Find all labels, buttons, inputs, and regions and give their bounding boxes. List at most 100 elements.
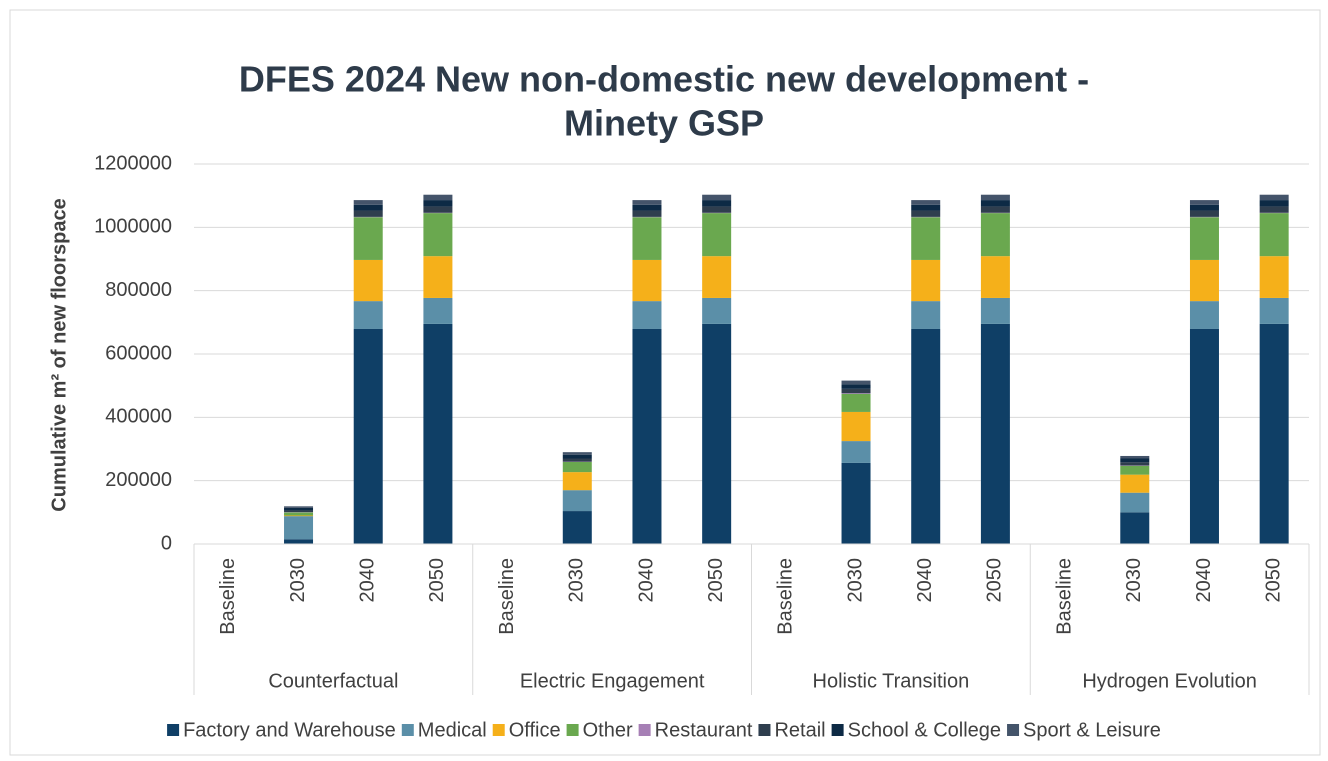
bar-segment xyxy=(841,380,871,385)
bar-segment xyxy=(702,213,732,257)
bar-segment xyxy=(980,194,1010,201)
group-label: Hydrogen Evolution xyxy=(1082,670,1257,692)
bar-segment xyxy=(1120,458,1150,463)
x-tick-label: 2050 xyxy=(1262,558,1284,603)
bar-segment xyxy=(632,259,662,302)
bar-segment xyxy=(1120,512,1150,544)
bar-segment xyxy=(423,200,453,207)
bar-segment xyxy=(980,213,1010,257)
legend-marker xyxy=(758,724,771,736)
bar-segment xyxy=(562,458,592,462)
y-axis-label: Cumulative m² of new floorspace xyxy=(48,198,70,511)
bar-segment xyxy=(632,210,662,217)
bar-segment xyxy=(632,301,662,329)
bar-segment xyxy=(911,200,941,205)
chart-subtitle: Minety GSP xyxy=(564,103,764,144)
bar-segment xyxy=(1189,204,1219,211)
bar-segment xyxy=(1259,297,1289,324)
chart-border xyxy=(9,9,1321,756)
bar-segment xyxy=(353,328,383,544)
legend-label: Restaurant xyxy=(655,719,753,741)
x-tick-label: 2050 xyxy=(705,558,727,603)
legend-marker xyxy=(401,724,414,736)
legend-label: Medical xyxy=(418,719,487,741)
bar-segment xyxy=(1189,301,1219,329)
bar-segment xyxy=(562,461,592,473)
bar-segment xyxy=(562,490,592,512)
bar-segment xyxy=(632,217,662,260)
bar-segment xyxy=(1189,259,1219,302)
y-tick-label: 400000 xyxy=(105,406,172,428)
bar-segment xyxy=(284,516,314,540)
bar-segment xyxy=(1120,462,1150,466)
bar-segment xyxy=(1120,465,1150,475)
bar-segment xyxy=(911,301,941,329)
bar-segment xyxy=(1189,328,1219,544)
bar-segment xyxy=(353,210,383,217)
legend-label: Sport & Leisure xyxy=(1023,719,1161,741)
legend-marker xyxy=(638,724,651,736)
bar-segment xyxy=(423,206,453,213)
x-tick-label: 2030 xyxy=(287,558,309,603)
bar-segment xyxy=(1120,492,1150,513)
legend-marker xyxy=(1007,724,1020,736)
bar-segment xyxy=(562,452,592,455)
y-tick-label: 1200000 xyxy=(94,152,172,174)
group-label: Counterfactual xyxy=(268,670,398,692)
legend-label: Office xyxy=(509,719,561,741)
bar-segment xyxy=(423,213,453,257)
legend-marker xyxy=(492,724,505,736)
x-tick-label: 2030 xyxy=(566,558,588,603)
bar-segment xyxy=(562,454,592,459)
bar-segment xyxy=(562,511,592,544)
bar-segment xyxy=(980,200,1010,207)
bar-segment xyxy=(1189,217,1219,260)
bar-segment xyxy=(911,259,941,302)
bar-segment xyxy=(423,256,453,298)
legend-label: Retail xyxy=(774,719,825,741)
bar-segment xyxy=(841,388,871,394)
bar-segment xyxy=(841,411,871,442)
group-label: Electric Engagement xyxy=(520,670,705,692)
legend-marker xyxy=(831,724,844,736)
bar-segment xyxy=(980,256,1010,298)
y-tick-label: 800000 xyxy=(105,279,172,301)
legend-label: Factory and Warehouse xyxy=(183,719,396,741)
bar-segment xyxy=(632,204,662,211)
bar-segment xyxy=(1120,455,1150,459)
bar-segment xyxy=(1259,323,1289,544)
bar-segment xyxy=(1259,213,1289,257)
bar-segment xyxy=(1259,256,1289,298)
bar-segment xyxy=(980,297,1010,324)
x-tick-label: Baseline xyxy=(775,558,797,635)
legend-label: Other xyxy=(583,719,633,741)
bar-segment xyxy=(1259,194,1289,201)
chart-title: DFES 2024 New non-domestic new developme… xyxy=(239,59,1089,100)
bar-segment xyxy=(841,462,871,544)
bar-segment xyxy=(1259,200,1289,207)
bar-segment xyxy=(841,393,871,394)
bar-segment xyxy=(1189,210,1219,217)
legend-marker xyxy=(167,724,180,736)
bar-segment xyxy=(353,259,383,302)
bar-segment xyxy=(1259,206,1289,213)
bar-segment xyxy=(911,204,941,211)
bar-segment xyxy=(284,512,314,516)
bar-segment xyxy=(702,323,732,544)
x-tick-label: Baseline xyxy=(496,558,518,635)
bar-segment xyxy=(1120,474,1150,493)
bar-segment xyxy=(911,210,941,217)
bar-segment xyxy=(353,301,383,329)
x-tick-label: 2030 xyxy=(844,558,866,603)
bar-segment xyxy=(284,539,314,544)
bar-segment xyxy=(841,441,871,463)
bar-segment xyxy=(841,384,871,389)
bar-segment xyxy=(632,328,662,544)
y-tick-label: 0 xyxy=(161,532,172,554)
x-tick-label: 2040 xyxy=(357,558,379,603)
y-tick-label: 200000 xyxy=(105,469,172,491)
bar-segment xyxy=(423,194,453,201)
y-tick-label: 1000000 xyxy=(94,216,172,238)
legend-marker xyxy=(566,724,579,736)
